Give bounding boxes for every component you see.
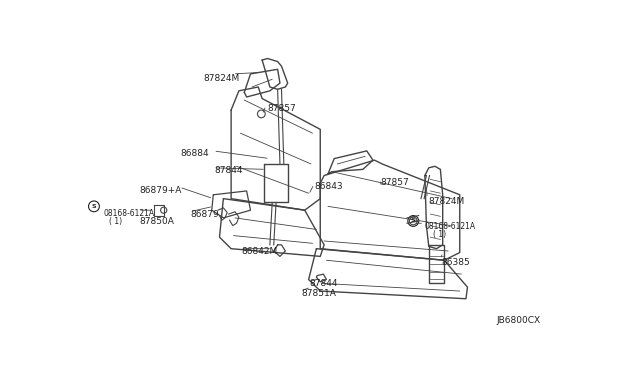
Text: 86842M: 86842M — [241, 247, 278, 256]
Text: 87851A: 87851A — [301, 289, 336, 298]
Text: 87857: 87857 — [268, 104, 296, 113]
Text: 87844: 87844 — [214, 166, 243, 175]
Text: 08168-6121A: 08168-6121A — [103, 209, 154, 218]
Text: 87844: 87844 — [309, 279, 338, 289]
Text: 86879+A: 86879+A — [139, 186, 181, 195]
Text: 86884: 86884 — [180, 150, 209, 158]
Text: 86843: 86843 — [315, 182, 344, 191]
Text: 87824M: 87824M — [428, 197, 464, 206]
Text: 87850A: 87850A — [139, 217, 174, 226]
Text: 86879: 86879 — [191, 210, 220, 219]
Text: 87824M: 87824M — [204, 74, 239, 83]
Text: 86385: 86385 — [441, 258, 470, 267]
Text: ( 1): ( 1) — [109, 217, 123, 226]
Text: S: S — [411, 218, 415, 224]
Text: 08168-6121A: 08168-6121A — [425, 222, 476, 231]
Text: 87857: 87857 — [380, 178, 409, 187]
Text: ( 1): ( 1) — [433, 230, 445, 239]
Text: JB6800CX: JB6800CX — [496, 316, 540, 325]
Text: S: S — [92, 204, 96, 209]
